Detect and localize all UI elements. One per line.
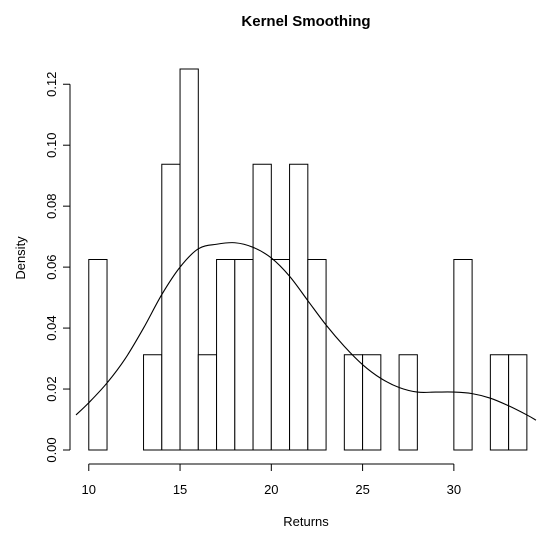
histogram-bar-27-28	[398, 354, 418, 451]
y-tick-label-0.02: 0.02	[44, 376, 59, 401]
x-tick-label-20: 20	[264, 482, 278, 497]
histogram-bar-32-33	[489, 354, 510, 451]
x-tick-label-10: 10	[82, 482, 96, 497]
histogram-bar-10-11	[88, 259, 108, 451]
histogram-bar-17-18	[216, 259, 236, 451]
x-tick-label-15: 15	[173, 482, 187, 497]
y-tick-label-0.10: 0.10	[44, 133, 59, 158]
y-tick-label-0.08: 0.08	[44, 194, 59, 219]
histogram-bar-15-16	[179, 68, 199, 451]
histogram-bar-25-26	[362, 354, 382, 451]
histogram-bar-30-31	[453, 259, 473, 451]
x-tick-label-30: 30	[447, 482, 461, 497]
histogram-bar-20-21	[270, 259, 291, 451]
histogram-bar-14-15	[161, 163, 181, 451]
y-tick-label-0.06: 0.06	[44, 254, 59, 279]
histogram-bar-19-20	[252, 163, 272, 451]
histogram-bar-16-17	[197, 354, 218, 451]
histogram-bar-13-14	[143, 354, 163, 451]
chart-title: Kernel Smoothing	[241, 13, 370, 30]
x-axis-ticks: 10 15 20 25 30	[82, 464, 461, 497]
histogram-bar-22-23	[307, 259, 327, 451]
histogram-bar-18-19	[234, 259, 254, 451]
histogram-bar-21-22	[289, 163, 309, 451]
y-tick-label-0.12: 0.12	[44, 72, 59, 97]
y-axis-label: Density	[13, 236, 28, 280]
x-tick-label-25: 25	[355, 482, 369, 497]
y-tick-label-0.00: 0.00	[44, 437, 59, 462]
x-axis-label: Returns	[283, 514, 329, 529]
histogram-bar-24-25	[343, 354, 364, 451]
histogram-bar-33-34	[508, 354, 528, 451]
y-tick-label-0.04: 0.04	[44, 315, 59, 340]
y-axis-ticks: 0.00 0.02 0.04 0.06 0.08 0.10 0.12	[44, 72, 70, 463]
density-curve	[75, 242, 537, 421]
